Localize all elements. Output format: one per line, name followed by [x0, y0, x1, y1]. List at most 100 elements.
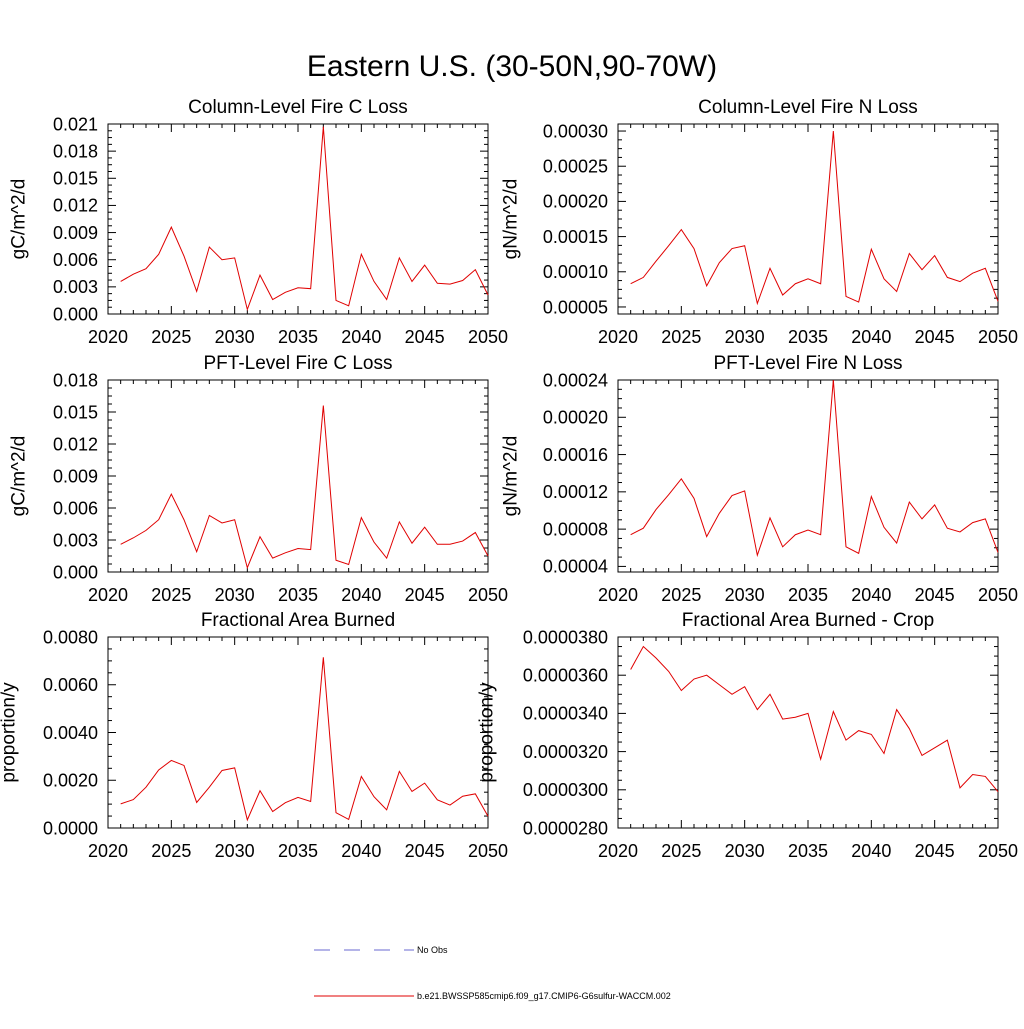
- x-tick-label: 2040: [851, 327, 891, 347]
- x-tick-label: 2050: [468, 841, 508, 861]
- y-tick-label: 0.00008: [543, 519, 608, 539]
- series-line: [120, 126, 489, 312]
- chart-panel-2: Column-Level Fire N Loss gN/m^2/d 2020 2025…: [501, 97, 1018, 347]
- x-tick-label: 2030: [725, 841, 765, 861]
- y-axis-label: gN/m^2/d: [501, 436, 522, 517]
- y-tick-label: 0.012: [53, 434, 98, 454]
- y-tick-label: 0.00020: [543, 408, 608, 428]
- x-tick-label: 2025: [661, 841, 701, 861]
- y-tick-label: 0.00020: [543, 192, 608, 212]
- plot-frame: [617, 379, 999, 573]
- y-tick-label: 0.0000380: [523, 627, 608, 647]
- x-tick-label: 2050: [468, 585, 508, 605]
- x-tick-label: 2035: [788, 585, 828, 605]
- y-tick-label: 0.0000360: [523, 666, 608, 686]
- x-tick-label: 2020: [598, 585, 638, 605]
- x-tick-label: 2030: [215, 585, 255, 605]
- x-tick-label: 2030: [725, 585, 765, 605]
- chart-panel-1: Column-Level Fire C Loss gC/m^2/d 2020 2025…: [9, 97, 508, 347]
- y-tick-label: 0.0000340: [523, 704, 608, 724]
- y-tick-label: 0.0000280: [523, 818, 608, 838]
- x-tick-label: 2035: [788, 327, 828, 347]
- y-tick-label: 0.003: [53, 530, 98, 550]
- y-tick-label: 0.000: [53, 304, 98, 324]
- x-tick-label: 2030: [215, 841, 255, 861]
- y-tick-label: 0.018: [53, 141, 98, 161]
- x-tick-label: 2020: [88, 841, 128, 861]
- y-tick-label: 0.00005: [543, 297, 608, 317]
- series-line: [630, 130, 999, 306]
- x-tick-label: 2045: [915, 585, 955, 605]
- x-tick-label: 2020: [88, 327, 128, 347]
- x-tick-label: 2025: [661, 585, 701, 605]
- plot-frame: [107, 379, 489, 573]
- y-axis-label: proportion/y: [0, 682, 20, 783]
- y-tick-label: 0.0060: [43, 675, 98, 695]
- chart-panel-5: Fractional Area Burned proportion/y 2020 20…: [0, 610, 508, 861]
- y-tick-label: 0.00010: [543, 262, 608, 282]
- y-tick-label: 0.018: [53, 370, 98, 390]
- x-tick-label: 2050: [978, 841, 1018, 861]
- panel-title: Fractional Area Burned - Crop: [682, 610, 934, 631]
- y-tick-label: 0.00016: [543, 445, 608, 465]
- y-tick-label: 0.00004: [543, 557, 608, 577]
- y-axis-label: proportion/y: [477, 682, 498, 783]
- y-tick-label: 0.0080: [43, 627, 98, 647]
- chart-panel-3: PFT-Level Fire C Loss gC/m^2/d 2020 2025 203…: [9, 353, 508, 605]
- x-tick-label: 2035: [278, 585, 318, 605]
- y-axis-label: gC/m^2/d: [9, 179, 30, 260]
- legend: No Obs b.e21.BWSSP585cmip6.f09_g17.CMIP6…: [314, 945, 671, 1001]
- y-tick-label: 0.0000: [43, 818, 98, 838]
- x-tick-label: 2040: [341, 327, 381, 347]
- x-tick-label: 2040: [851, 585, 891, 605]
- figure-title: Eastern U.S. (30-50N,90-70W): [307, 50, 717, 83]
- series-line: [630, 645, 999, 793]
- legend-label-no-obs: No Obs: [417, 945, 448, 955]
- panel-title: PFT-Level Fire N Loss: [714, 353, 903, 374]
- y-tick-label: 0.00012: [543, 482, 608, 502]
- panel-title: Column-Level Fire N Loss: [698, 97, 918, 118]
- legend-label-run: b.e21.BWSSP585cmip6.f09_g17.CMIP6-G6sulf…: [417, 991, 671, 1001]
- x-tick-label: 2050: [468, 327, 508, 347]
- x-tick-label: 2045: [915, 841, 955, 861]
- x-tick-label: 2045: [405, 585, 445, 605]
- y-tick-label: 0.003: [53, 277, 98, 297]
- panel-title: PFT-Level Fire C Loss: [204, 353, 393, 374]
- panels: Column-Level Fire C Loss gC/m^2/d 2020 2025…: [0, 97, 1018, 861]
- y-tick-label: 0.00030: [543, 121, 608, 141]
- x-tick-label: 2035: [788, 841, 828, 861]
- x-tick-label: 2020: [598, 327, 638, 347]
- y-tick-label: 0.00025: [543, 157, 608, 177]
- y-tick-label: 0.0000320: [523, 742, 608, 762]
- x-tick-label: 2045: [405, 327, 445, 347]
- x-tick-label: 2035: [278, 841, 318, 861]
- y-tick-label: 0.021: [53, 114, 98, 134]
- y-tick-label: 0.0020: [43, 771, 98, 791]
- panel-title: Fractional Area Burned: [201, 610, 395, 631]
- y-tick-label: 0.015: [53, 169, 98, 189]
- x-tick-label: 2025: [151, 585, 191, 605]
- x-tick-label: 2025: [151, 841, 191, 861]
- chart-panel-4: PFT-Level Fire N Loss gN/m^2/d 2020 2025 203…: [501, 353, 1018, 605]
- y-axis-label: gC/m^2/d: [9, 436, 30, 517]
- x-tick-label: 2050: [978, 327, 1018, 347]
- x-tick-label: 2030: [725, 327, 765, 347]
- x-tick-label: 2040: [341, 841, 381, 861]
- y-tick-label: 0.009: [53, 466, 98, 486]
- y-axis-label: gN/m^2/d: [501, 179, 522, 260]
- series-line: [120, 405, 489, 570]
- y-tick-label: 0.012: [53, 196, 98, 216]
- y-tick-label: 0.00015: [543, 227, 608, 247]
- x-tick-label: 2050: [978, 585, 1018, 605]
- y-tick-label: 0.015: [53, 402, 98, 422]
- x-tick-label: 2045: [915, 327, 955, 347]
- x-tick-label: 2020: [88, 585, 128, 605]
- y-tick-label: 0.0000300: [523, 780, 608, 800]
- panel-title: Column-Level Fire C Loss: [188, 97, 408, 118]
- y-tick-label: 0.0040: [43, 723, 98, 743]
- x-tick-label: 2040: [341, 585, 381, 605]
- y-tick-label: 0.006: [53, 498, 98, 518]
- y-tick-label: 0.000: [53, 562, 98, 582]
